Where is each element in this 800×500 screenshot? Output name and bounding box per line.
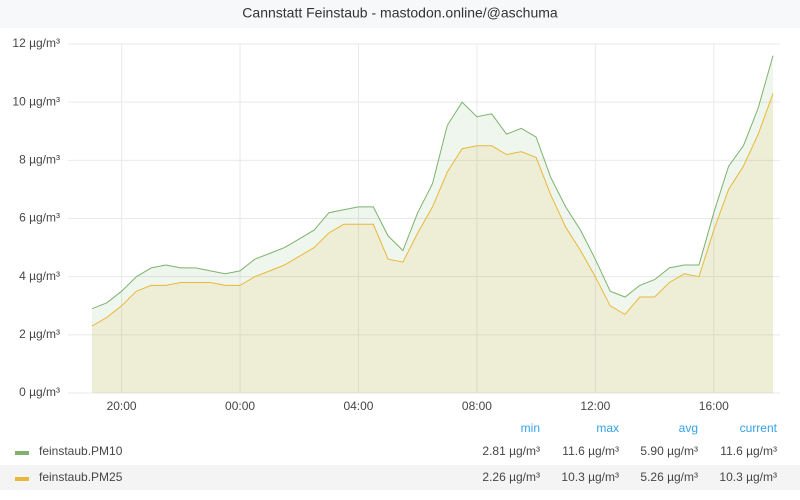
x-tick-label: 08:00 xyxy=(462,399,492,413)
x-tick-label: 04:00 xyxy=(343,399,373,413)
legend-label: feinstaub.PM10 xyxy=(39,444,123,458)
y-tick-label: 12 µg/m³ xyxy=(12,36,60,50)
legend-stat: 11.6 µg/m³ xyxy=(562,444,619,458)
area-fill xyxy=(92,55,773,393)
title-bar xyxy=(0,0,800,28)
legend-stat: 10.3 µg/m³ xyxy=(561,470,619,484)
legend-stat: 2.81 µg/m³ xyxy=(482,444,540,458)
legend-stat: 5.26 µg/m³ xyxy=(640,470,698,484)
y-tick-label: 4 µg/m³ xyxy=(19,269,60,283)
x-tick-label: 12:00 xyxy=(580,399,610,413)
legend-row-bg xyxy=(0,465,800,490)
legend-stat: 10.3 µg/m³ xyxy=(719,470,777,484)
legend-label: feinstaub.PM25 xyxy=(39,470,123,484)
legend-stat: 5.90 µg/m³ xyxy=(640,444,698,458)
chart-title: Cannstatt Feinstaub - mastodon.online/@a… xyxy=(242,5,558,21)
x-tick-label: 00:00 xyxy=(225,399,255,413)
legend-stat: 11.6 µg/m³ xyxy=(720,444,777,458)
legend-stat: 2.26 µg/m³ xyxy=(482,470,540,484)
y-tick-label: 10 µg/m³ xyxy=(12,94,60,108)
y-tick-label: 2 µg/m³ xyxy=(19,327,60,341)
legend-header: max xyxy=(596,421,619,435)
y-tick-label: 0 µg/m³ xyxy=(19,385,60,399)
x-tick-label: 20:00 xyxy=(107,399,137,413)
legend-header: min xyxy=(521,421,540,435)
series-line xyxy=(91,55,774,310)
area-fill xyxy=(92,93,773,394)
y-tick-label: 6 µg/m³ xyxy=(19,211,60,225)
legend-header: current xyxy=(740,421,778,435)
x-tick-label: 16:00 xyxy=(699,399,729,413)
y-tick-label: 8 µg/m³ xyxy=(19,153,60,167)
legend-header: avg xyxy=(679,421,698,435)
series-line xyxy=(91,93,774,327)
